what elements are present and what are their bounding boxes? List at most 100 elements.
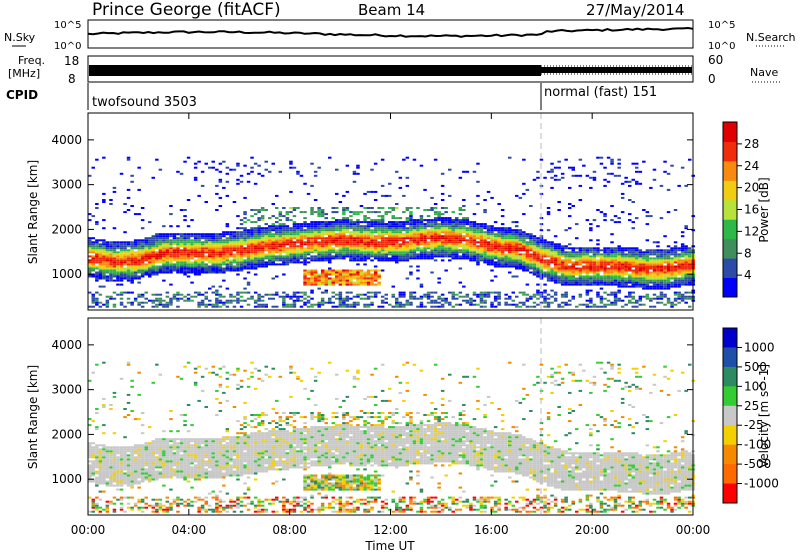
power-cell — [515, 257, 519, 260]
power-cell — [610, 291, 614, 294]
power-cell — [140, 265, 145, 268]
power-cell — [504, 257, 508, 260]
power-cell — [222, 251, 226, 254]
velocity-cell — [95, 452, 99, 455]
power-cell — [508, 253, 512, 256]
power-cell — [465, 243, 470, 246]
power-cell — [126, 158, 131, 161]
power-cell — [296, 235, 300, 238]
power-cell — [313, 271, 318, 274]
power-cell — [109, 265, 113, 268]
power-cell — [522, 291, 526, 294]
power-cell — [553, 273, 558, 276]
power-cell — [515, 253, 519, 256]
power-cell — [345, 281, 350, 284]
power-cell — [483, 301, 487, 304]
power-cell — [599, 259, 604, 262]
power-cell — [659, 261, 664, 264]
power-cell — [377, 281, 381, 284]
power-cell — [239, 227, 244, 230]
power-cell — [299, 237, 304, 240]
power-cell — [91, 305, 95, 308]
power-cell — [564, 281, 568, 284]
power-cell — [388, 211, 392, 214]
power-cell — [638, 281, 643, 284]
power-cell — [433, 158, 438, 161]
power-cell — [352, 253, 357, 256]
power-cell — [536, 255, 540, 258]
power-cell — [373, 237, 378, 240]
power-cell — [137, 263, 141, 266]
power-cell — [412, 253, 417, 256]
power-cell — [405, 277, 410, 280]
power-cell — [105, 247, 110, 250]
power-cell — [659, 263, 664, 266]
power-cell — [472, 249, 477, 252]
power-cell — [253, 231, 258, 234]
power-cell — [162, 233, 166, 236]
velocity-cell — [98, 460, 103, 463]
power-cell — [504, 297, 508, 300]
power-cell — [504, 247, 508, 250]
power-cell — [582, 279, 586, 282]
power-cell — [257, 245, 261, 248]
power-cell — [578, 279, 583, 282]
power-cell — [462, 170, 466, 173]
power-cell — [631, 263, 635, 266]
power-cell — [345, 271, 350, 274]
power-cell — [677, 265, 681, 268]
power-cell — [437, 305, 441, 308]
power-cell — [317, 223, 321, 226]
power-cell — [197, 239, 201, 242]
power-cell — [197, 305, 201, 308]
power-cell — [366, 227, 371, 230]
power-cell — [388, 245, 392, 248]
power-cell — [497, 291, 501, 294]
power-cell — [116, 279, 120, 282]
power-cell — [497, 295, 501, 298]
power-cell — [352, 211, 357, 214]
power-cell — [250, 253, 254, 256]
power-cell — [490, 263, 494, 266]
power-cell — [543, 247, 547, 250]
power-cell — [363, 192, 367, 195]
power-cell — [278, 235, 283, 238]
power-cell — [677, 279, 681, 282]
power-cell — [589, 299, 593, 302]
power-cell — [525, 247, 530, 250]
power-cell — [680, 251, 685, 254]
power-cell — [222, 241, 226, 244]
power-cell — [338, 225, 343, 228]
power-cell — [292, 261, 297, 264]
power-cell — [105, 299, 110, 302]
power-cell — [448, 245, 452, 248]
power-cell — [151, 257, 155, 260]
power-cell — [310, 289, 314, 292]
power-cell — [151, 176, 155, 179]
power-cell — [148, 243, 152, 246]
power-cell — [469, 221, 473, 224]
power-cell — [564, 257, 568, 260]
power-cell — [148, 237, 152, 240]
power-cell — [412, 233, 417, 236]
power-cell — [677, 263, 681, 266]
power-cell — [518, 247, 523, 250]
power-cell — [342, 235, 346, 238]
power-cell — [437, 255, 441, 258]
power-cell — [405, 303, 410, 306]
power-cell — [458, 303, 463, 306]
power-cell — [677, 261, 681, 264]
power-cell — [352, 245, 357, 248]
velocity-cell — [119, 464, 124, 467]
power-cell — [112, 265, 117, 268]
power-cell — [282, 241, 286, 244]
power-cell — [303, 291, 307, 294]
power-cell — [433, 301, 438, 304]
power-cell — [483, 295, 487, 298]
power-cell — [183, 237, 187, 240]
power-cell — [497, 263, 501, 266]
power-cell — [317, 253, 321, 256]
power-cell — [278, 249, 283, 252]
power-cell — [218, 255, 223, 258]
power-cell — [437, 231, 441, 234]
